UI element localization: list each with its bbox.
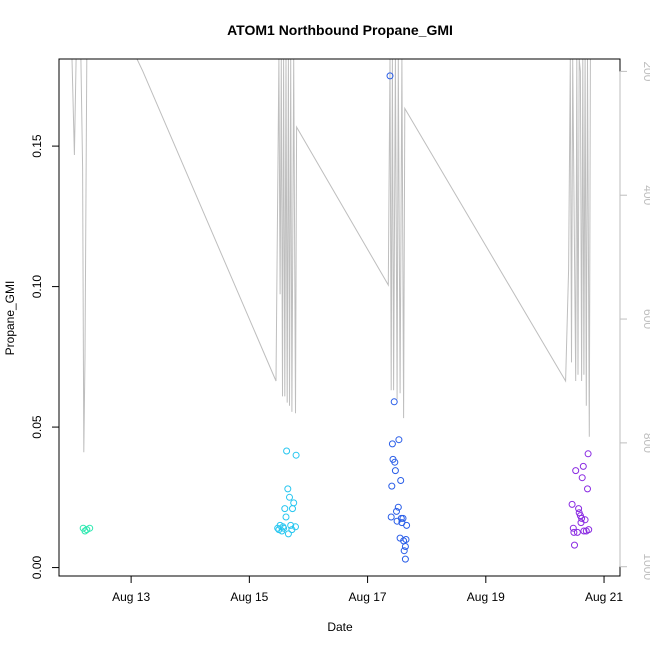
data-point xyxy=(569,524,577,532)
data-point xyxy=(581,516,589,524)
y-axis-label: Propane_GMI xyxy=(3,281,17,356)
data-point xyxy=(387,513,395,521)
data-point xyxy=(573,528,581,536)
data-point xyxy=(568,500,576,508)
y2-tick-label: 600 xyxy=(641,309,650,329)
x-tick-label: Aug 13 xyxy=(112,590,150,604)
data-point xyxy=(292,523,299,531)
data-point xyxy=(393,507,400,515)
data-point xyxy=(286,493,293,501)
data-point xyxy=(403,521,411,529)
data-point xyxy=(282,513,290,521)
data-point xyxy=(287,521,295,529)
x-axis: Aug 13 Aug 15 Aug 17 Aug 19 Aug 21 xyxy=(112,575,623,604)
data-point xyxy=(395,436,403,444)
data-point xyxy=(401,555,409,563)
x-tick-label: Aug 21 xyxy=(585,590,623,604)
data-point xyxy=(570,528,578,536)
data-point xyxy=(400,547,408,555)
data-point xyxy=(571,541,578,549)
data-point xyxy=(391,458,399,466)
y2-axis: 200 400 600 800 1000 xyxy=(619,61,650,580)
chart-title: ATOM1 Northbound Propane_GMI xyxy=(227,22,453,38)
data-point xyxy=(388,482,396,490)
data-point xyxy=(86,524,94,532)
data-point xyxy=(401,543,409,550)
y-tick-label: 0.10 xyxy=(30,275,44,299)
x-tick-label: Aug 17 xyxy=(349,590,387,604)
data-point xyxy=(388,440,396,448)
data-point xyxy=(585,526,593,534)
x-tick-label: Aug 15 xyxy=(230,590,268,604)
y2-tick-label: 800 xyxy=(641,433,650,453)
data-point xyxy=(578,474,586,482)
y2-tick-label: 1000 xyxy=(641,553,650,580)
data-point xyxy=(402,536,410,543)
x-tick-label: Aug 19 xyxy=(467,590,505,604)
data-point xyxy=(283,447,291,455)
data-point xyxy=(290,499,298,507)
data-point xyxy=(579,462,587,470)
y-tick-label: 0.15 xyxy=(30,134,44,158)
data-point xyxy=(386,72,394,80)
data-point xyxy=(289,505,296,513)
y2-tick-label: 200 xyxy=(641,61,650,81)
x-axis-label: Date xyxy=(327,620,353,634)
data-point xyxy=(284,485,292,493)
data-point xyxy=(397,477,405,484)
data-point xyxy=(284,530,292,538)
y-axis: 0.00 0.05 0.10 0.15 xyxy=(30,134,60,580)
data-point xyxy=(580,527,588,535)
y-tick-label: 0.00 xyxy=(30,556,44,580)
data-point xyxy=(280,524,288,532)
data-point xyxy=(292,451,300,459)
data-point xyxy=(391,467,399,475)
data-point xyxy=(584,485,591,493)
data-point xyxy=(575,505,583,513)
data-point xyxy=(281,505,289,513)
secondary-line-layer xyxy=(69,58,591,453)
data-point xyxy=(399,514,407,522)
data-point xyxy=(578,514,586,522)
data-point xyxy=(584,450,592,458)
secondary-series-line xyxy=(69,58,591,453)
data-point xyxy=(390,398,398,406)
y-tick-label: 0.05 xyxy=(30,415,44,439)
y2-tick-label: 400 xyxy=(641,185,650,205)
points-layer xyxy=(79,72,593,563)
data-point xyxy=(572,467,580,475)
data-point xyxy=(394,503,402,511)
plot-frame xyxy=(58,58,621,577)
